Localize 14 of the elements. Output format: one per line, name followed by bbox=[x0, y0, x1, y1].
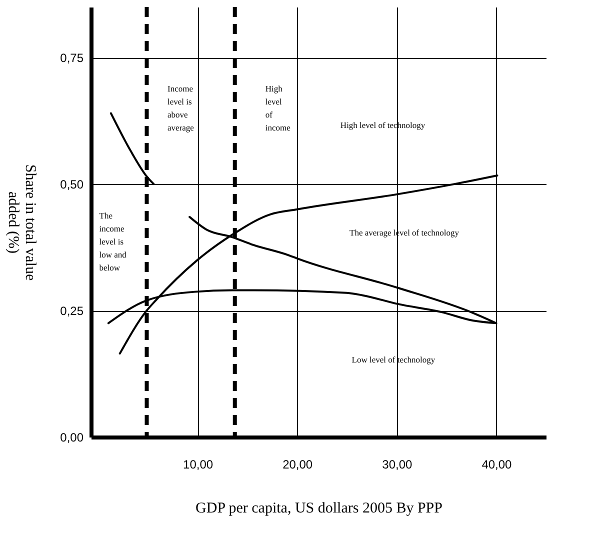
x-tick-label: 20,00 bbox=[282, 458, 313, 472]
x-tick-label: 30,00 bbox=[382, 458, 412, 472]
annotation: Income level is above average bbox=[168, 83, 194, 132]
y-tick-label: 0,75 bbox=[60, 51, 84, 66]
y-tick-label: 0,50 bbox=[60, 178, 84, 192]
y-tick-label: 0,25 bbox=[60, 304, 84, 318]
x-tick-label: 10,00 bbox=[183, 458, 214, 472]
x-tick-label: 40,00 bbox=[482, 458, 512, 472]
y-axis-title: Share in total value added (%) bbox=[5, 164, 38, 281]
annotation: Low level of technology bbox=[352, 354, 436, 364]
annotation: High level of income bbox=[265, 83, 291, 132]
annotation: The income level is low and below bbox=[99, 210, 128, 272]
x-axis-title: GDP per capita, US dollars 2005 By PPP bbox=[196, 500, 442, 516]
y-tick-label: 0,00 bbox=[60, 430, 84, 444]
